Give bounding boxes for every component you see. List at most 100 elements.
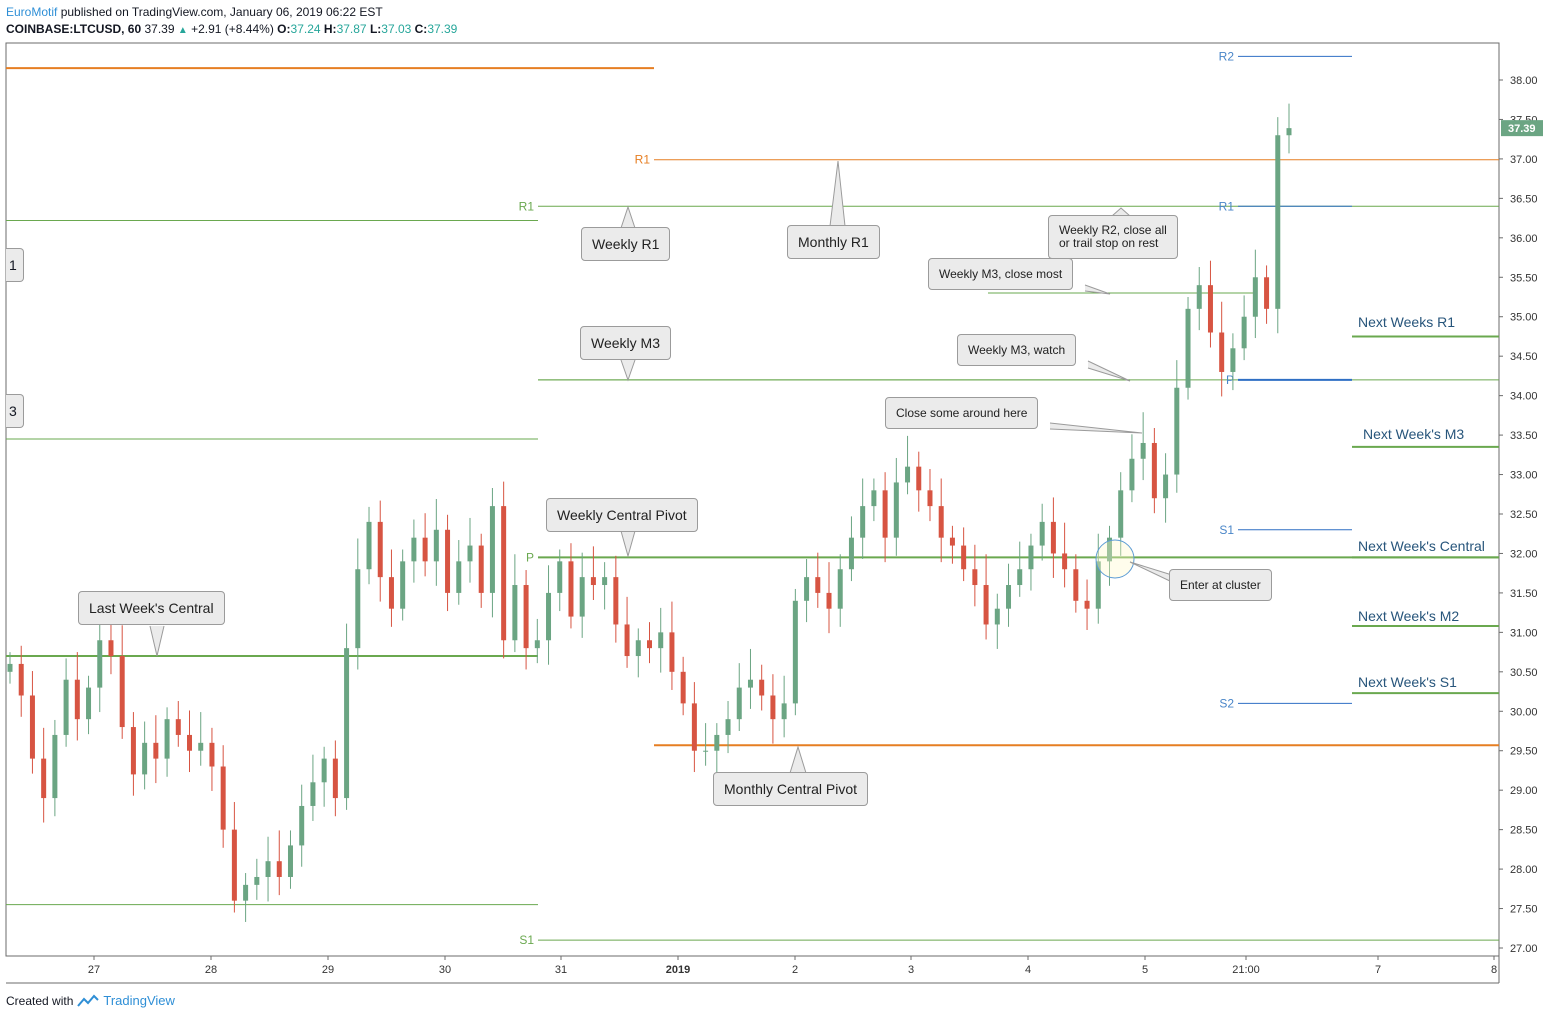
callout-weekly-m3-watch[interactable]: Weekly M3, watch [957,334,1077,366]
chart-header: EuroMotif published on TradingView.com, … [6,4,457,39]
callout-close-some[interactable]: Close some around here [885,397,1039,429]
label-next-weeks-m2: Next Week's M2 [1358,608,1460,624]
y-tick-label: 28.50 [1510,825,1538,837]
candle-body [1207,285,1213,333]
candle-body [299,805,305,846]
candle-body [344,648,350,799]
candle-body [579,577,585,617]
candle-body [848,537,854,570]
candle-body [860,506,866,538]
close-some-pointer [1049,422,1143,434]
author-link[interactable]: EuroMotif [6,5,58,19]
candle-body [624,624,630,657]
candle-body [1106,537,1112,562]
candle-body [792,600,798,704]
candle-body [198,742,204,751]
candle-body [747,679,753,688]
candle-body [276,861,282,877]
callout-weekly-central-pivot[interactable]: Weekly Central Pivot [546,498,698,532]
candle-body [321,758,327,783]
candle-body [119,656,125,728]
weekly-level-label: R1 [519,199,535,213]
callout-monthly-central-pivot[interactable]: Monthly Central Pivot [713,772,869,806]
candle-body [568,561,574,617]
daily-level-label: R2 [1219,49,1235,63]
candle-body [310,782,316,806]
x-tick-label: 30 [439,964,451,976]
candle-body [422,537,428,562]
candle-body [411,537,417,562]
candle-body [377,521,383,578]
side-tab-1[interactable]: 1 [6,248,24,282]
low-key: L: [369,22,382,36]
candle-body [905,466,911,483]
candle-body [1163,474,1169,499]
candle-body [635,640,641,657]
candle-body [445,529,451,593]
candle-body [961,545,967,570]
callout-monthly-r1[interactable]: Monthly R1 [787,225,880,259]
candle-body [97,640,103,688]
candle-body [826,592,832,609]
x-tick-label: 7 [1375,964,1381,976]
callout-last-week-central[interactable]: Last Week's Central [78,591,225,625]
x-tick-label: 8 [1491,964,1497,976]
candle-body [265,861,271,877]
candle-body [1140,442,1146,459]
candle-body [108,640,114,657]
callout-weekly-r2-close[interactable]: Weekly R2, close all or trail stop on re… [1048,215,1178,259]
candle-body [29,695,35,759]
callout-enter-at-cluster[interactable]: Enter at cluster [1169,569,1272,601]
y-tick-label: 27.00 [1510,943,1538,955]
y-tick-label: 34.50 [1510,351,1538,363]
candle-body [1118,490,1124,538]
plot-frame [5,42,1500,957]
candle-body [63,679,69,735]
candle-body [590,577,596,586]
daily-level-label: R1 [1219,199,1235,213]
last-week-central-pointer [149,625,165,657]
candle-body [433,529,439,562]
y-tick-label: 32.00 [1510,548,1538,560]
side-tab-3[interactable]: 3 [6,394,24,428]
candle-body [691,703,697,751]
y-tick-label: 30.50 [1510,667,1538,679]
candle-body [355,569,361,649]
monthly-r1-pointer [829,160,846,227]
candle-body [916,466,922,491]
candle-body [759,679,765,696]
tradingview-link[interactable]: TradingView [103,993,175,1008]
candle-body [74,679,80,720]
candle-body [736,687,742,720]
publish-info: published on TradingView.com, January 06… [60,5,383,19]
candle-body [546,592,552,641]
created-with-text: Created with [6,993,74,1008]
candle-body [893,482,899,538]
y-tick-label: 32.50 [1510,509,1538,521]
footer: Created with TradingView [6,993,175,1008]
callout-weekly-r1[interactable]: Weekly R1 [581,227,671,261]
candle-body [489,506,495,593]
callout-weekly-r2-line1: Weekly R2, close all [1059,223,1167,237]
y-tick-label: 31.00 [1510,627,1538,639]
candle-body [388,577,394,609]
candle-body [1174,387,1180,475]
candle-body [1219,332,1225,372]
y-tick-label: 29.50 [1510,746,1538,758]
callout-weekly-m3[interactable]: Weekly M3 [580,326,671,360]
x-tick-label: 29 [322,964,334,976]
candle-body [680,671,686,704]
candle-body [994,608,1000,625]
x-tick-label: 27 [88,964,100,976]
callout-weekly-m3-close-most[interactable]: Weekly M3, close most [928,258,1074,290]
label-next-weeks-m3: Next Week's M3 [1363,426,1465,442]
y-tick-label: 37.00 [1510,154,1538,166]
candle-body [669,632,675,672]
candle-body [927,490,933,507]
low-value: 37.03 [381,22,412,36]
monthly-central-pointer [789,745,807,774]
candle-body [703,750,709,752]
x-tick-label: 2 [792,964,798,976]
callout-weekly-r2-line2: or trail stop on rest [1059,236,1159,250]
